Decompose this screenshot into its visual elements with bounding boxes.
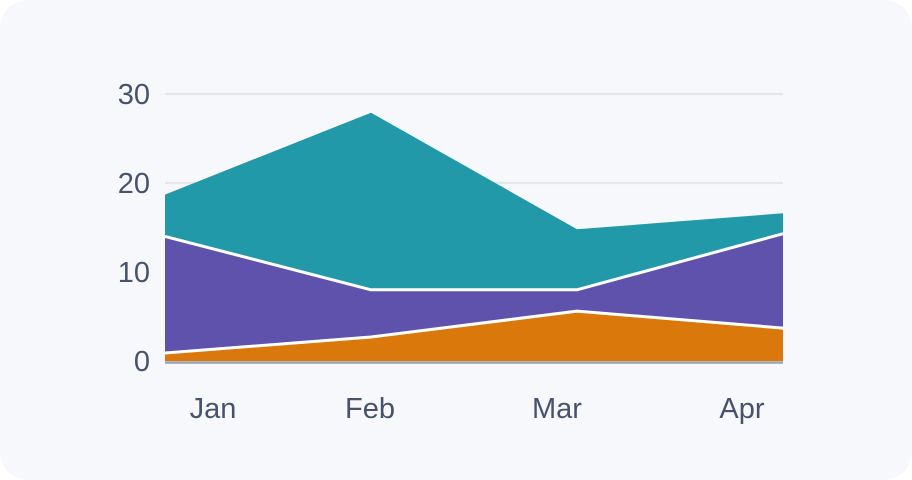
separator-line-orange-series (164, 309, 784, 355)
x-tick-label-apr: Apr (719, 393, 764, 425)
x-tick-label-jan: Jan (190, 393, 237, 425)
y-tick-label-10: 10 (118, 257, 150, 289)
y-tick-label-30: 30 (118, 79, 150, 111)
x-tick-label-feb: Feb (345, 393, 395, 425)
area-orange-series (165, 311, 783, 361)
x-tick-label-mar: Mar (532, 393, 582, 425)
separator-line-purple-series (164, 232, 784, 292)
y-tick-label-20: 20 (118, 168, 150, 200)
y-tick-label-0: 0 (134, 346, 150, 378)
